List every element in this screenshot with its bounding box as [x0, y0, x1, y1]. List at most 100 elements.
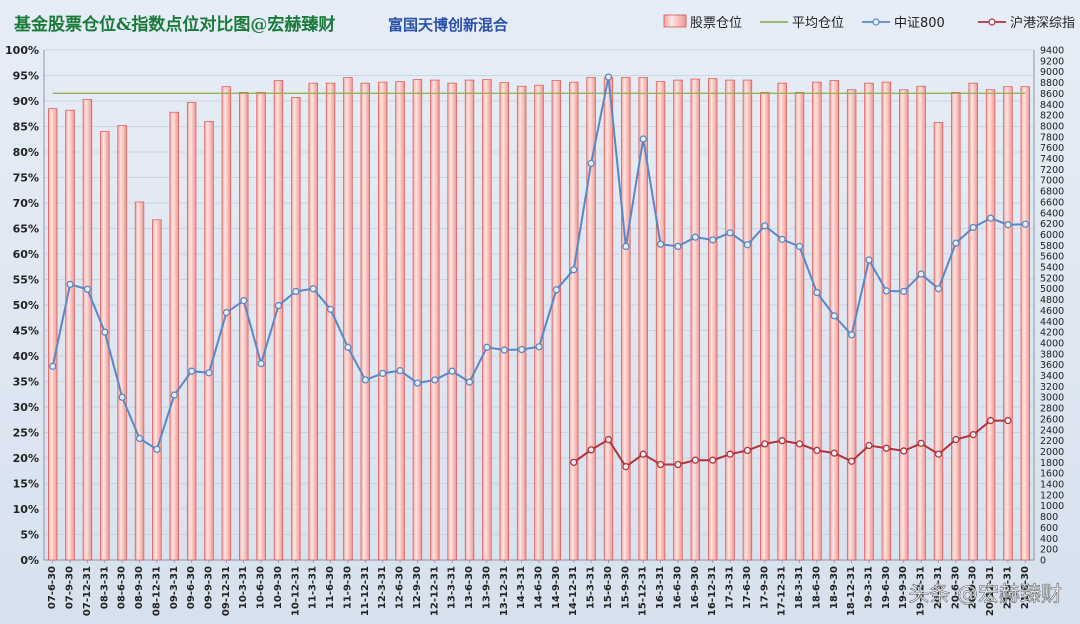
data-point: [726, 450, 734, 458]
legend-marker: [872, 18, 880, 26]
bar: [707, 78, 718, 561]
legend-swatch: [663, 14, 687, 28]
y-left-tick-label: 40%: [13, 350, 39, 363]
data-point: [656, 460, 665, 469]
y-left-tick-label: 30%: [13, 401, 39, 414]
x-tick-label: 10-12-31: [290, 566, 301, 616]
data-point: [778, 235, 786, 244]
x-tick-label: 18-9-30: [829, 566, 840, 609]
x-tick-label: 21-6-30: [1020, 566, 1031, 609]
data-point: [761, 222, 769, 230]
data-point: [517, 345, 526, 354]
y-right-tick-label: 6400: [1040, 208, 1064, 219]
y-left-tick-label: 75%: [13, 172, 39, 185]
data-point: [795, 440, 804, 448]
y-left-tick-label: 95%: [13, 70, 39, 83]
data-point: [1021, 220, 1029, 228]
data-point: [709, 236, 717, 244]
x-tick-label: 15-12-31: [638, 566, 649, 616]
x-tick-label: 14-9-30: [551, 566, 562, 609]
bar: [152, 219, 162, 561]
data-point: [986, 416, 995, 425]
data-point: [222, 308, 231, 317]
legend: 股票仓位 平均仓位 中证800 沪港深综指: [663, 14, 1075, 31]
data-point: [326, 305, 335, 313]
x-tick-label: 11-9-30: [342, 566, 353, 609]
data-point: [986, 214, 995, 222]
data-point: [917, 439, 925, 448]
data-point: [570, 266, 578, 274]
legend-label: 平均仓位: [792, 16, 844, 31]
bar: [516, 85, 527, 561]
y-right-tick-label: 5200: [1040, 273, 1064, 284]
data-point: [709, 456, 717, 464]
y-right-tick-label: 9400: [1040, 46, 1064, 57]
data-point: [205, 369, 213, 377]
bar: [899, 89, 909, 561]
bar: [812, 81, 822, 561]
y-axis-left: 0% 5% 10% 15% 20% 25% 30% 35% 40% 45% 50% 55% 60% 65%…: [5, 44, 39, 567]
y-right-tick-label: 200: [1040, 545, 1058, 556]
data-point: [396, 366, 404, 375]
y-right-tick-label: 6200: [1040, 219, 1064, 230]
y-right-tick-label: 3200: [1040, 382, 1064, 393]
x-tick-label: 20-3-31: [933, 566, 944, 609]
data-point: [691, 456, 699, 464]
bar: [534, 84, 544, 561]
y-right-tick-label: 7800: [1040, 132, 1064, 143]
data-point: [379, 369, 387, 378]
data-point: [813, 288, 821, 297]
bar: [673, 79, 683, 561]
bar: [864, 82, 874, 561]
bar: [951, 91, 961, 561]
y-right-tick-label: 6600: [1040, 197, 1064, 208]
data-point: [639, 135, 647, 143]
data-point: [639, 450, 647, 458]
x-tick-label: 14-3-31: [516, 566, 527, 609]
y-right-tick-label: 4400: [1040, 317, 1064, 328]
bar: [395, 81, 405, 561]
x-tick-label: 09-12-31: [221, 566, 232, 616]
x-tick-label: 07-12-31: [82, 566, 93, 616]
data-point: [1004, 416, 1012, 425]
bar: [377, 81, 388, 561]
data-point: [448, 367, 456, 375]
x-tick-label: 10-3-31: [238, 566, 249, 609]
data-point: [552, 286, 561, 294]
data-point: [969, 223, 977, 232]
y-right-tick-label: 5800: [1040, 241, 1064, 252]
data-point: [483, 343, 491, 351]
data-point: [1004, 221, 1012, 229]
data-point: [187, 367, 196, 375]
x-tick-label: 17-6-30: [742, 566, 753, 609]
y-right-tick-label: 8800: [1040, 78, 1064, 89]
x-tick-label: 13-9-30: [481, 566, 492, 609]
x-tick-label: 10-9-30: [273, 566, 284, 609]
y-left-tick-label: 70%: [13, 197, 39, 210]
x-tick-label: 19-12-31: [916, 566, 927, 616]
bar: [273, 80, 284, 561]
y-right-tick-label: 2800: [1040, 404, 1064, 415]
x-tick-label: 18-3-31: [794, 566, 805, 609]
bar: [430, 79, 440, 561]
x-tick-label: 11-12-31: [360, 566, 371, 616]
x-tick-label: 07-6-30: [47, 566, 58, 609]
bar: [117, 125, 127, 561]
bar: [794, 91, 805, 561]
x-tick-label: 11-3-31: [308, 566, 319, 609]
bar: [134, 201, 145, 561]
y-left-tick-label: 20%: [13, 452, 39, 465]
bar: [169, 111, 179, 561]
y-right-tick-label: 9000: [1040, 67, 1064, 78]
y-right-tick-label: 3600: [1040, 360, 1064, 371]
y-left-tick-label: 50%: [13, 299, 39, 312]
x-tick-label: 09-3-31: [169, 566, 180, 609]
y-right-tick-label: 6800: [1040, 187, 1064, 198]
x-tick-label: 12-9-30: [412, 566, 423, 609]
y-right-tick-label: 4000: [1040, 338, 1064, 349]
bar: [499, 82, 509, 561]
x-tick-label: 12-12-31: [429, 566, 440, 616]
data-point: [778, 436, 786, 445]
data-point: [934, 285, 943, 293]
